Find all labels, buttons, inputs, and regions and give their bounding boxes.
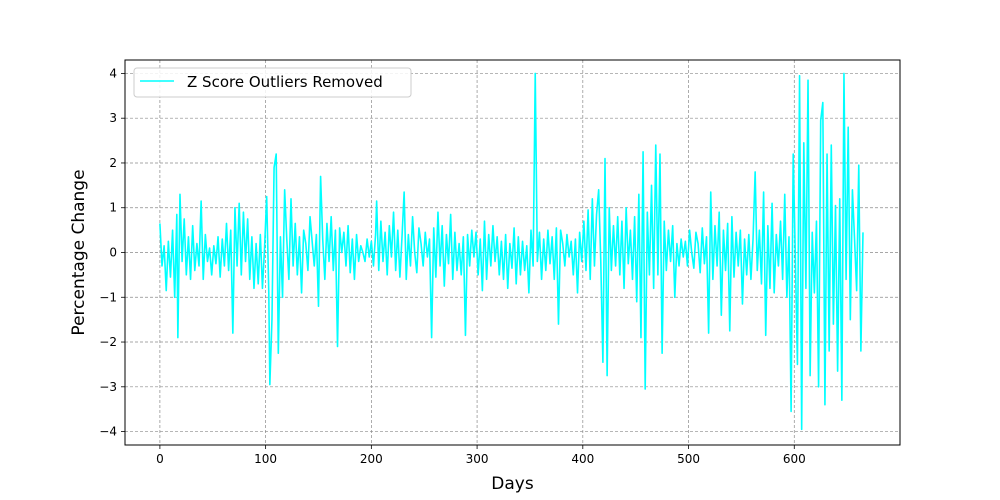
x-tick-label: 400	[571, 452, 594, 466]
y-axis-label: Percentage Change	[69, 169, 89, 335]
y-tick-label: 2	[109, 156, 117, 170]
y-tick-label: −1	[99, 290, 117, 304]
axis-ticks: 0 100 200 300 400 500 600 4 3 2 1 0 −1 −2 −3 −4	[99, 66, 805, 466]
y-tick-label: −4	[99, 425, 117, 439]
y-tick-label: 4	[109, 66, 117, 80]
legend: Z Score Outliers Removed	[133, 67, 412, 98]
y-tick-label: 1	[109, 201, 117, 215]
y-tick-label: −2	[99, 335, 117, 349]
x-tick-label: 500	[677, 452, 700, 466]
x-tick-label: 300	[466, 452, 489, 466]
x-tick-label: 200	[360, 452, 383, 466]
y-tick-label: 3	[109, 111, 117, 125]
x-tick-label: 600	[783, 452, 806, 466]
legend-box	[133, 67, 412, 98]
x-tick-label: 0	[156, 452, 164, 466]
series-layer	[159, 72, 864, 431]
y-tick-label: 0	[109, 246, 117, 260]
y-tick-label: −3	[99, 380, 117, 394]
x-tick-label: 100	[254, 452, 277, 466]
series-line	[159, 72, 864, 431]
legend-label: Z Score Outliers Removed	[187, 73, 383, 91]
x-axis-label: Days	[491, 474, 534, 494]
